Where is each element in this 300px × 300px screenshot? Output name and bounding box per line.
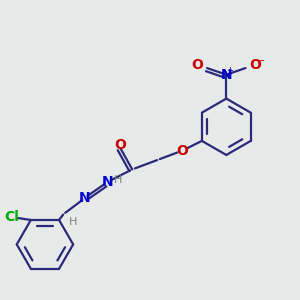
- Text: O: O: [250, 58, 261, 72]
- Text: N: N: [101, 175, 113, 189]
- Text: O: O: [191, 58, 203, 72]
- Text: H: H: [114, 175, 122, 185]
- Text: H: H: [69, 217, 77, 227]
- Text: N: N: [220, 68, 232, 82]
- Text: O: O: [115, 137, 127, 152]
- Text: N: N: [79, 191, 91, 205]
- Text: +: +: [226, 66, 233, 75]
- Text: −: −: [257, 56, 266, 66]
- Text: Cl: Cl: [4, 210, 19, 224]
- Text: O: O: [176, 144, 188, 158]
